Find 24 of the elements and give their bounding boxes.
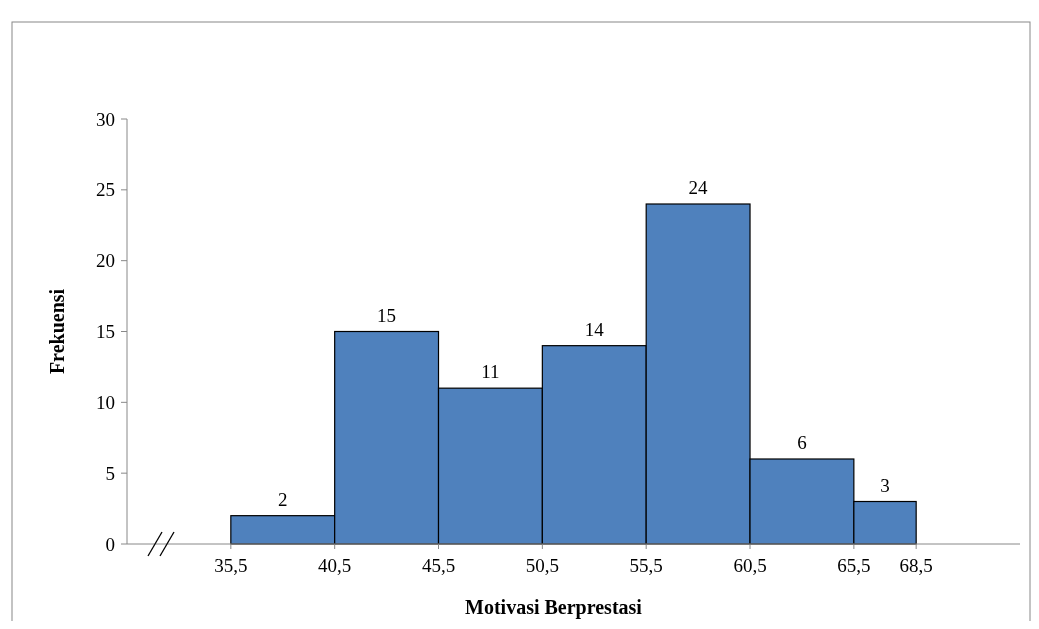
data-label: 3: [880, 474, 890, 496]
y-tick-label: 30: [96, 108, 115, 130]
data-label: 6: [797, 432, 807, 453]
data-label: 24: [688, 177, 709, 198]
y-axis-title: Frekuensi: [46, 288, 68, 375]
x-axis-title: Motivasi Berprestasi: [465, 596, 643, 619]
data-label: 14: [584, 318, 605, 340]
y-tick-label: 15: [96, 321, 115, 343]
y-tick-label: 10: [96, 391, 115, 413]
x-tick-label: 45,5: [421, 555, 456, 576]
x-tick-label: 68,5: [899, 555, 933, 576]
x-tick-label: 40,5: [318, 555, 352, 576]
y-tick-label: 25: [96, 179, 115, 201]
x-tick-label: 65,5: [837, 555, 871, 576]
x-tick-label: 55,5: [629, 555, 663, 576]
data-label: 11: [481, 361, 500, 383]
data-label: 2: [278, 488, 288, 510]
y-tick-label: 5: [105, 462, 115, 484]
y-tick-label: 20: [96, 250, 115, 272]
x-tick-label: 35,5: [214, 555, 248, 576]
data-label: 15: [377, 304, 397, 326]
y-tick-label: 0: [105, 533, 115, 555]
x-tick-label: 50,5: [525, 555, 559, 576]
x-tick-label: 60,5: [733, 555, 767, 576]
